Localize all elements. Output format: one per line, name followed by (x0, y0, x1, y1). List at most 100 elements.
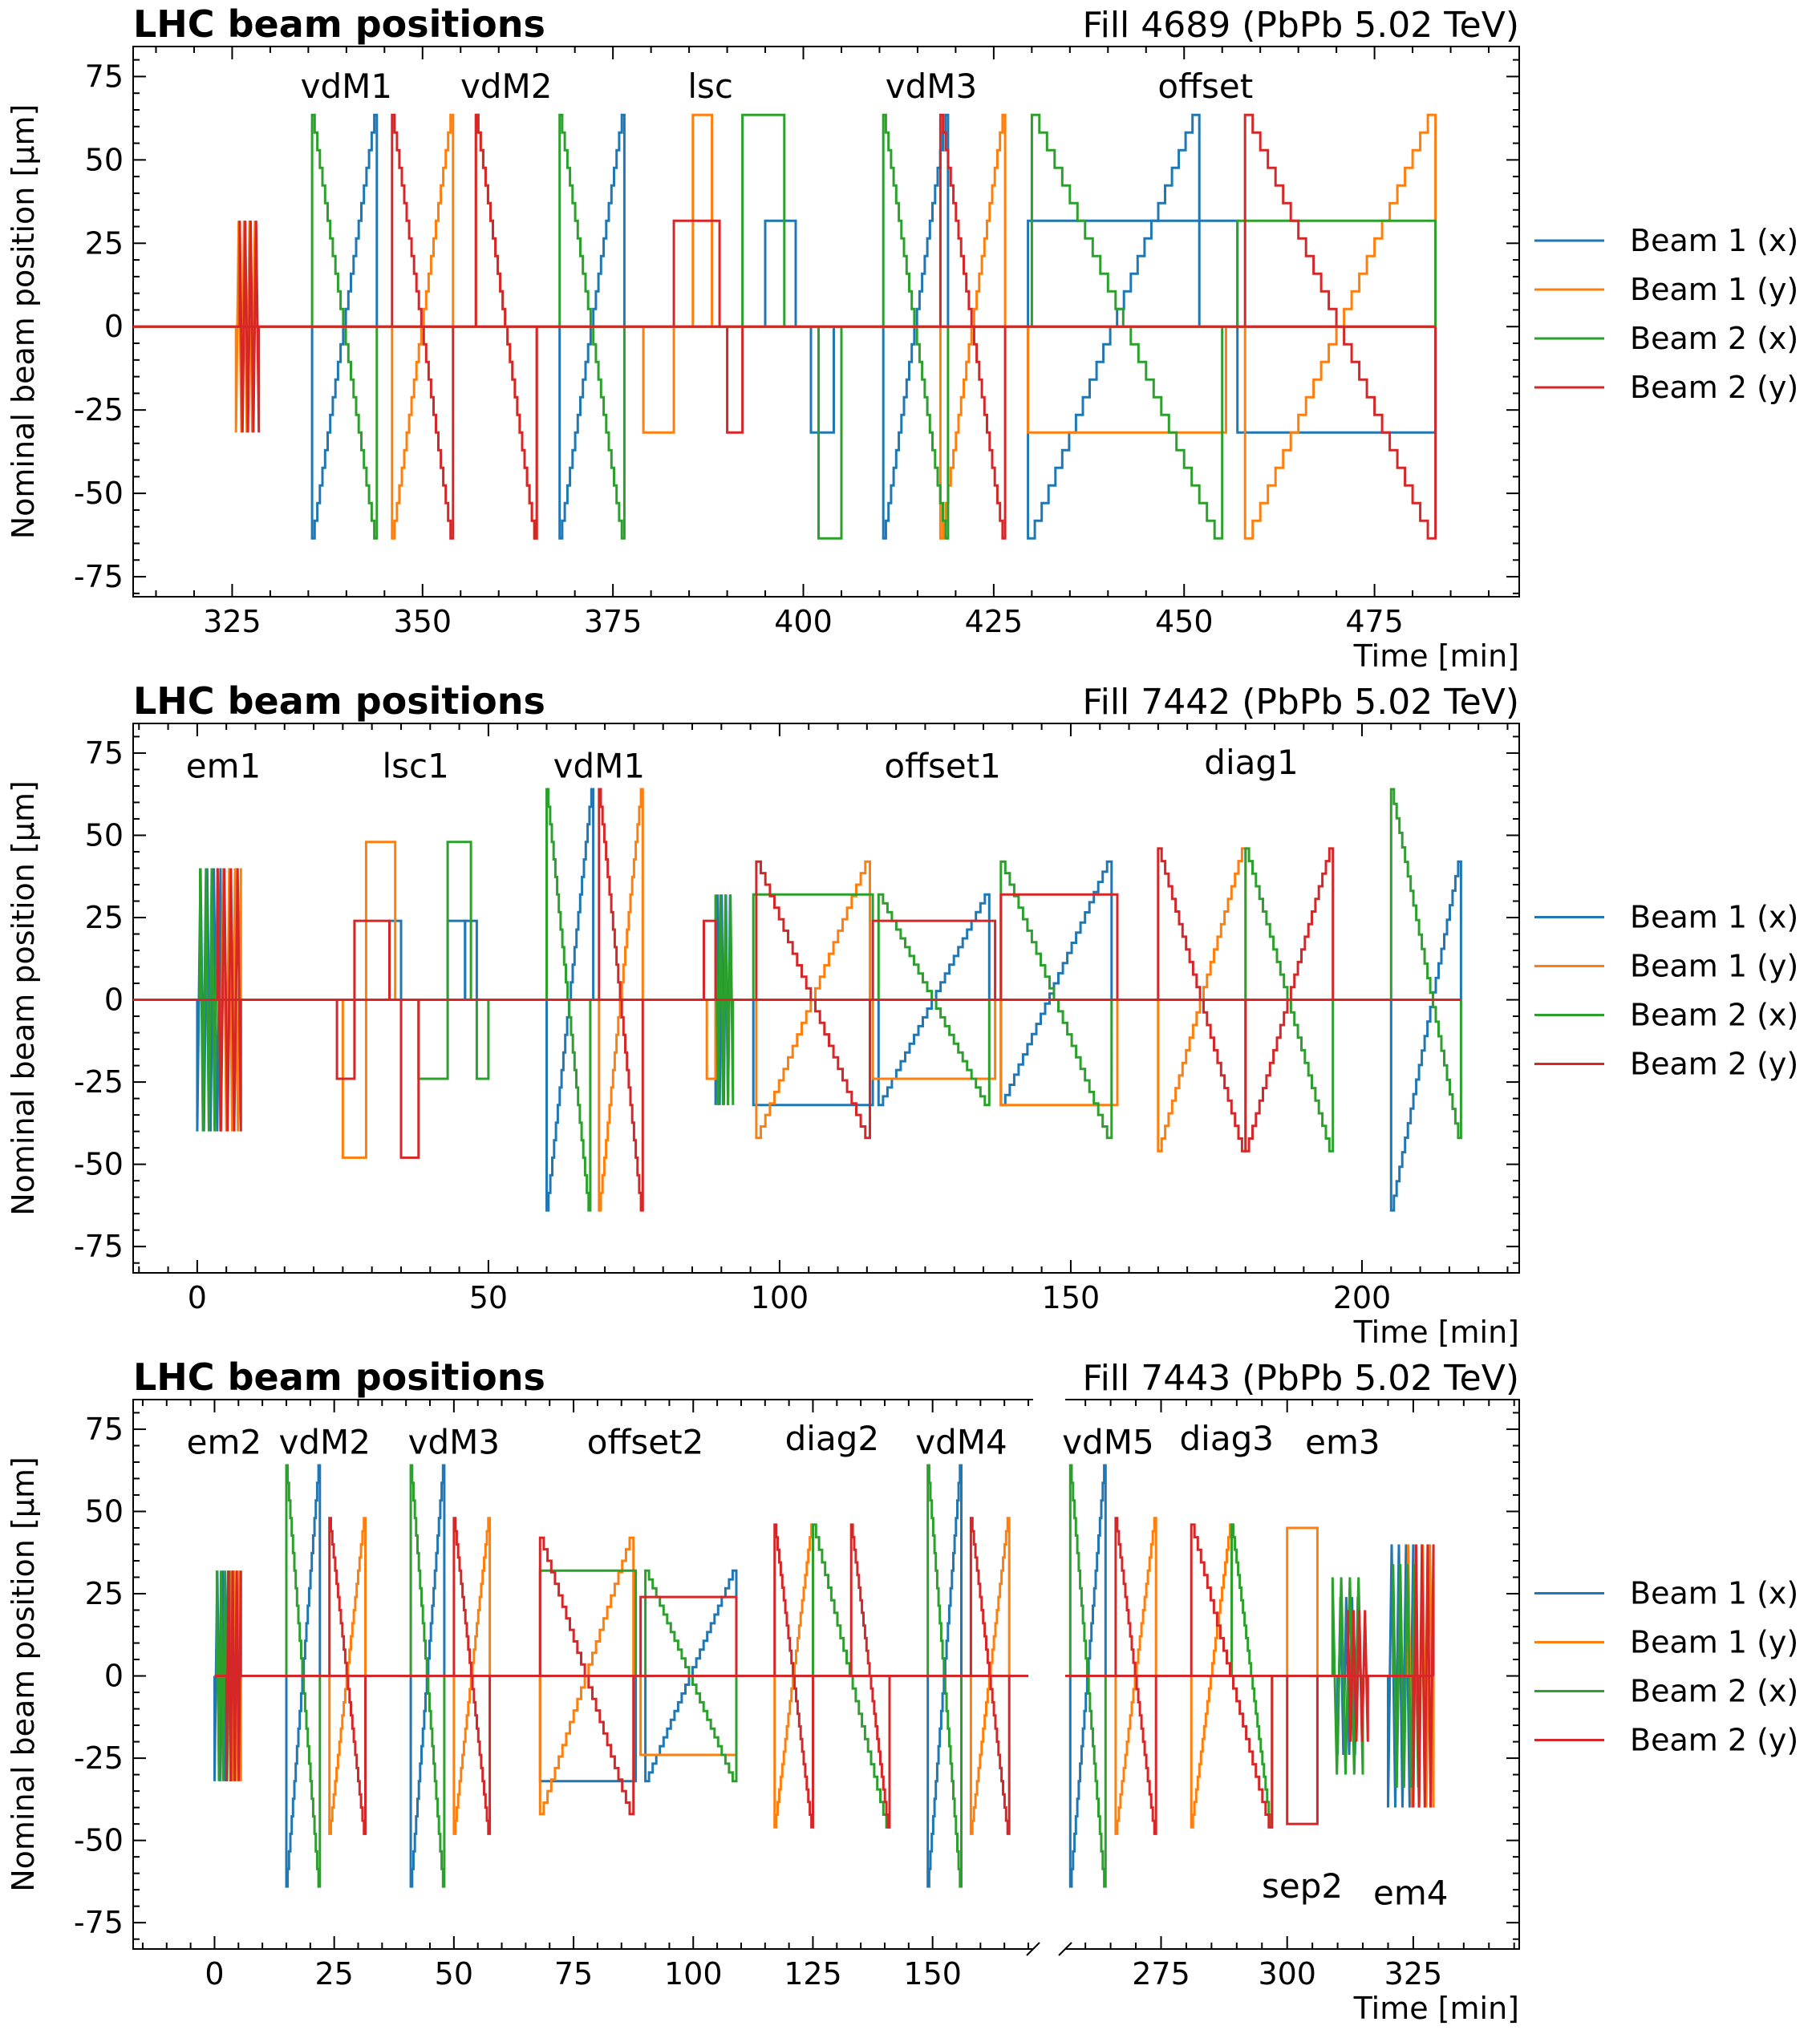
legend: Beam 1 (x) Beam 1 (y) Beam 2 (x) Beam 2 (y) (1534, 223, 1798, 405)
y-tick-label: -50 (74, 476, 124, 511)
series-line-beam-2-y- (999, 893, 1119, 1000)
series-line-beam-2-y- (238, 221, 261, 433)
series-line-beam-2-x- (741, 113, 786, 327)
series-line-beam-2-x- (538, 1569, 638, 1676)
scan-annotation: em1 (186, 746, 261, 785)
legend-label: Beam 1 (y) (1630, 1625, 1798, 1660)
y-tick-label: -25 (74, 392, 124, 427)
series-line-beam-2-y- (639, 1595, 738, 1676)
series-line-beam-2-y- (938, 113, 1007, 540)
chart-panel-3: LHC beam positions Fill 7443 (PbPb 5.02 T… (6, 1355, 1798, 2026)
plot-area-1: 75 50 25 0 -25 -50 -75 0 50 100 150 200 em1 lsc1 vdM1 o… (74, 723, 1520, 1315)
y-tick-label: 0 (104, 983, 124, 1018)
chart-title: LHC beam positions (133, 679, 545, 723)
x-tick-label: 400 (774, 604, 833, 639)
scan-annotation: vdM3 (408, 1422, 500, 1461)
x-tick-label: 50 (469, 1280, 508, 1315)
series-line-beam-2-y- (755, 860, 871, 1140)
series-line-beam-2-y- (335, 999, 356, 1080)
series-line-beam-2-y- (1412, 1544, 1435, 1808)
chart-subtitle: Fill 7442 (PbPb 5.02 TeV) (1083, 682, 1520, 723)
plot-area-2: 275 300 325 vdM5 diag3 em3 sep2 em4 (1058, 1399, 1520, 1992)
y-tick-label: 25 (85, 1576, 124, 1611)
scan-annotation: vdM1 (301, 67, 392, 106)
y-tick-label: -25 (74, 1740, 124, 1776)
x-tick-label: 375 (584, 604, 642, 639)
series-line-beam-2-y- (1244, 847, 1335, 1153)
series-line-beam-2-x- (475, 999, 490, 1080)
legend-label: Beam 1 (x) (1630, 900, 1798, 935)
series-line-beam-1-x- (538, 1675, 638, 1783)
plot-frame (132, 723, 1520, 1274)
y-tick-label: 0 (104, 309, 124, 344)
x-tick-label: 0 (205, 1956, 224, 1992)
series-group (133, 788, 1462, 1212)
scan-annotation: offset1 (884, 746, 1001, 785)
series-line-beam-1-x- (446, 919, 467, 1000)
y-tick-label: -25 (74, 1064, 124, 1100)
series-line-beam-1-x- (1389, 860, 1462, 1212)
x-tick-label: 475 (1345, 604, 1404, 639)
series-line-beam-1-y- (999, 999, 1119, 1107)
series-line-beam-2-y- (399, 999, 420, 1159)
plot-frame (132, 1399, 1033, 1950)
scan-annotation: em2 (187, 1422, 261, 1461)
x-tick-label: 75 (554, 1956, 593, 1992)
plot-frame (1065, 1399, 1520, 1950)
series-line-beam-1-x- (764, 219, 797, 327)
scan-annotation: vdM3 (886, 67, 977, 106)
x-tick-label: 425 (965, 604, 1023, 639)
series-group (1065, 1464, 1435, 1888)
series-line-beam-2-y- (598, 788, 644, 1212)
legend-label: Beam 2 (y) (1630, 370, 1798, 405)
x-tick-label: 325 (1384, 1956, 1443, 1992)
x-tick-label: 200 (1333, 1280, 1392, 1315)
y-tick-label: 50 (85, 1493, 124, 1529)
series-line-beam-2-y- (328, 1517, 367, 1835)
scan-annotation: vdM4 (915, 1422, 1007, 1461)
scan-annotation: offset (1157, 67, 1253, 106)
series-line-beam-1-y- (639, 1675, 738, 1756)
scan-annotation: lsc (687, 67, 733, 106)
x-tick-label: 325 (203, 604, 261, 639)
legend-label: Beam 1 (x) (1630, 223, 1798, 258)
y-tick-label: 50 (85, 142, 124, 177)
scan-annotation: diag1 (1204, 743, 1298, 782)
x-tick-label: 275 (1132, 1956, 1190, 1992)
chart-panel-1: LHC beam positions Fill 4689 (PbPb 5.02 T… (6, 2, 1798, 674)
series-line-beam-1-y- (642, 326, 675, 434)
y-tick-label: 75 (85, 735, 124, 771)
y-axis-label: Nominal beam position [µm] (6, 104, 41, 540)
chart-subtitle: Fill 7443 (PbPb 5.02 TeV) (1083, 1358, 1520, 1399)
y-tick-label: -75 (74, 1229, 124, 1264)
scan-annotation: vdM2 (460, 67, 552, 106)
x-axis-label: Time [min] (1353, 1991, 1519, 2026)
x-tick-label: 450 (1155, 604, 1214, 639)
x-axis-label: Time [min] (1353, 638, 1519, 674)
y-tick-label: 0 (104, 1659, 124, 1694)
chart-title: LHC beam positions (133, 1355, 545, 1399)
series-line-beam-2-y- (474, 113, 538, 540)
series-line-beam-2-y- (391, 113, 455, 540)
y-axis-label: Nominal beam position [µm] (6, 1457, 41, 1892)
x-tick-label: 100 (664, 1956, 723, 1992)
legend-label: Beam 2 (y) (1630, 1723, 1798, 1758)
series-line-beam-2-y- (969, 1517, 1011, 1835)
series-line-beam-1-x- (999, 860, 1113, 1107)
series-line-beam-2-y- (703, 919, 717, 1000)
legend: Beam 1 (x) Beam 1 (y) Beam 2 (x) Beam 2 (y) (1534, 1576, 1798, 1758)
axis-break-mark (1026, 1942, 1040, 1956)
plot-frame (132, 46, 1520, 598)
series-line-beam-2-x- (752, 893, 874, 1000)
series-line-beam-2-y- (1157, 847, 1247, 1153)
x-tick-label: 300 (1258, 1956, 1316, 1992)
x-tick-label: 100 (751, 1280, 809, 1315)
series-line-beam-2-y- (871, 919, 997, 1000)
plot-area-1: 75 50 25 0 -25 -50 -75 325 350 375 400 425 450 475 vdM… (74, 46, 1520, 639)
legend-label: Beam 2 (x) (1630, 998, 1798, 1033)
y-tick-label: -75 (74, 1905, 124, 1940)
chart-title: LHC beam positions (133, 2, 545, 46)
scan-annotation: diag3 (1180, 1419, 1274, 1458)
y-tick-label: -75 (74, 559, 124, 594)
